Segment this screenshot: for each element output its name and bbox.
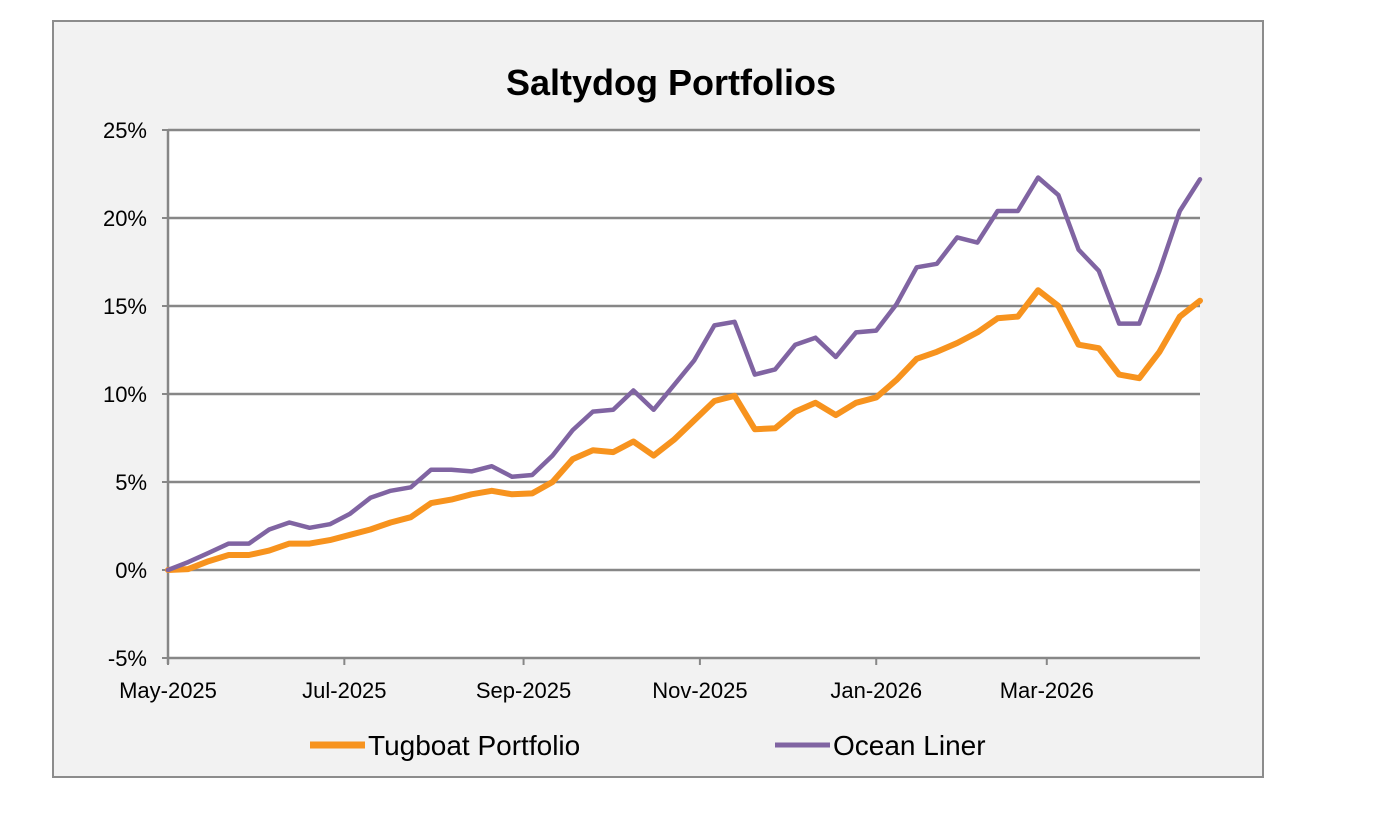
y-tick-label: 0% — [115, 558, 147, 583]
y-tick-label: 15% — [103, 294, 147, 319]
y-tick-label: 20% — [103, 206, 147, 231]
x-tick-label: May-2025 — [119, 678, 217, 703]
series-line-tugboat-portfolio — [165, 287, 1203, 573]
y-tick-label: 5% — [115, 470, 147, 495]
y-tick-label: 10% — [103, 382, 147, 407]
x-tick-label: Jan-2026 — [830, 678, 922, 703]
chart-title: Saltydog Portfolios — [506, 62, 836, 103]
x-tick-label: Sep-2025 — [476, 678, 571, 703]
legend-label: Tugboat Portfolio — [368, 730, 580, 761]
x-tick-label: Jul-2025 — [302, 678, 386, 703]
x-tick-label: Mar-2026 — [1000, 678, 1094, 703]
legend-label: Ocean Liner — [833, 730, 986, 761]
x-tick-label: Nov-2025 — [652, 678, 747, 703]
y-tick-label: -5% — [108, 646, 147, 671]
series-line-ocean-liner — [165, 175, 1203, 573]
y-tick-label: 25% — [103, 118, 147, 143]
